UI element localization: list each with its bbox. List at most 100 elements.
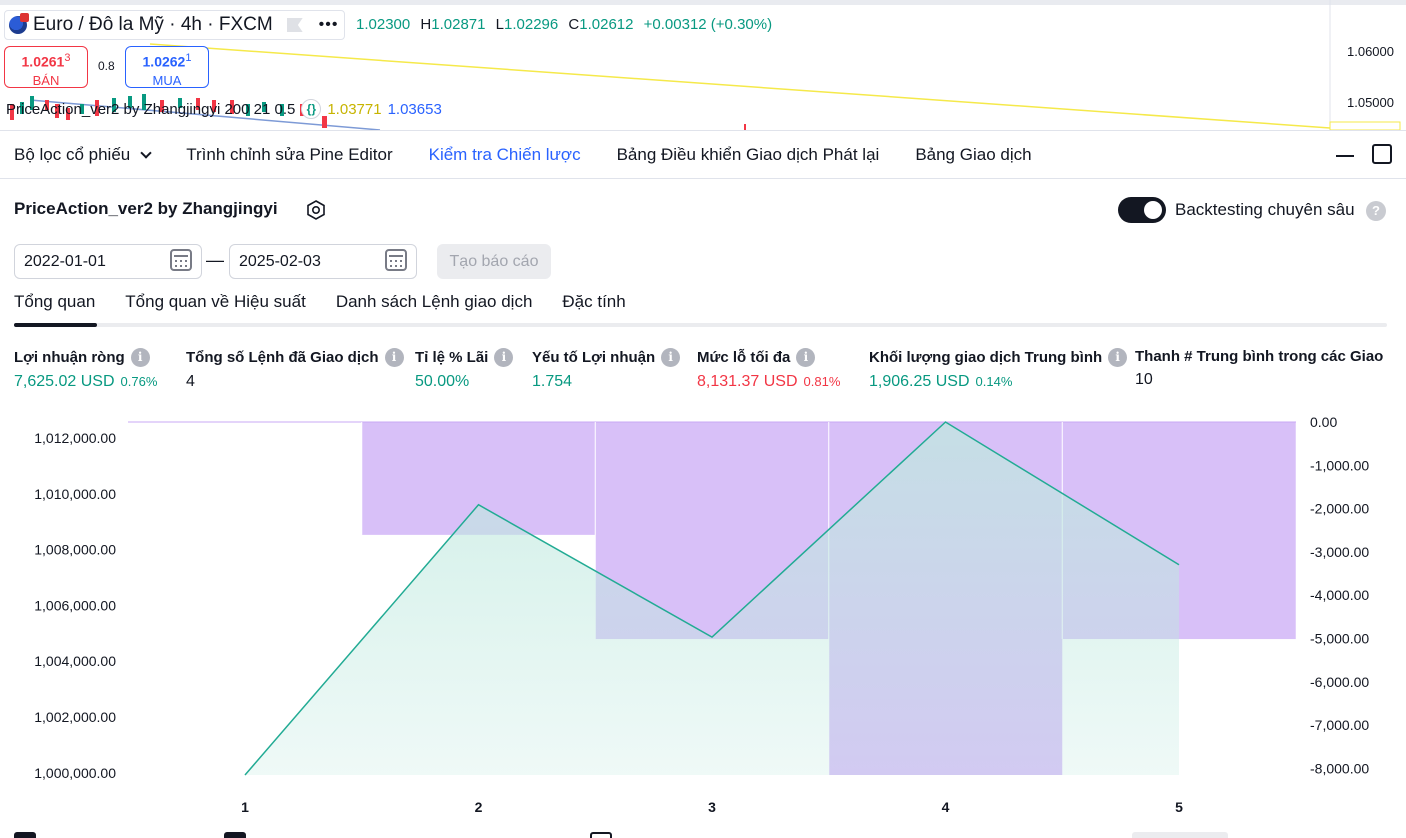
- metric-value: 1.754: [532, 373, 573, 390]
- tab-replay-trading-panel[interactable]: Bảng Điều khiển Giao dịch Phát lại: [617, 145, 880, 165]
- sell-price-pip: 3: [64, 52, 71, 64]
- metric-avg-trade: Khối lượng giao dịch Trung bình i 1,906.2…: [869, 348, 1128, 391]
- source-code-icon[interactable]: {}: [301, 99, 322, 119]
- tab-trading-panel[interactable]: Bảng Giao dịch: [915, 145, 1031, 165]
- top-border: [0, 0, 1406, 5]
- mini-chart-svg: [10, 0, 1401, 130]
- tab-stock-screener[interactable]: Bộ lọc cổ phiếu: [14, 144, 152, 165]
- x-axis-tick: 3: [708, 799, 716, 815]
- settings-icon[interactable]: [305, 199, 327, 221]
- tab-label: Bảng Điều khiển Giao dịch Phát lại: [616, 144, 880, 164]
- legend-button[interactable]: [1132, 832, 1228, 838]
- spread-value: 0.8: [98, 59, 115, 73]
- left-axis-tick: 1,012,000.00: [34, 430, 116, 446]
- chevron-down-icon[interactable]: [140, 146, 152, 159]
- change-value: +0.00312 (+0.30%): [643, 16, 773, 33]
- sell-button[interactable]: 1.02613 BÁN: [4, 46, 88, 88]
- tab-strategy-tester[interactable]: Kiểm tra Chiến lược: [429, 145, 581, 165]
- tab-label: Bộ lọc cổ phiếu: [14, 144, 131, 164]
- indicator-legend[interactable]: PriceAction_ver2 by Zhangjingyi 200 21 0…: [6, 99, 442, 119]
- end-date-input[interactable]: [229, 244, 417, 279]
- metric-label: Mức lỗ tối đa: [697, 349, 791, 366]
- subtab-track: [14, 323, 1387, 327]
- left-axis-tick: 1,010,000.00: [34, 486, 116, 502]
- more-options-icon[interactable]: •••: [318, 16, 339, 33]
- metric-net-profit: Lợi nhuận ròng i 7,625.02 USD 0.76%: [14, 348, 157, 391]
- subtab-properties[interactable]: Đặc tính: [562, 292, 626, 311]
- open-value: 1.02300: [356, 16, 411, 33]
- high-value: 1.02871: [431, 16, 486, 33]
- right-axis-tick: -1,000.00: [1310, 457, 1369, 473]
- buy-button[interactable]: 1.02621 MUA: [125, 46, 209, 88]
- left-axis-tick: 1,000,000.00: [34, 765, 116, 781]
- price-axis-label: 1.06000: [1347, 44, 1394, 59]
- sell-label: BÁN: [32, 72, 60, 88]
- subtab-active-indicator: [14, 323, 97, 327]
- info-icon[interactable]: i: [494, 348, 514, 367]
- x-axis-tick: 2: [475, 799, 483, 815]
- calendar-icon[interactable]: [170, 249, 192, 271]
- equity-series: [244, 421, 1180, 776]
- metrics-row: Lợi nhuận ròng i 7,625.02 USD 0.76% Tổng s…: [14, 348, 1387, 398]
- legend-checkbox[interactable]: [14, 832, 36, 838]
- info-icon[interactable]: i: [796, 348, 816, 367]
- metric-percent: 0.81%: [803, 374, 841, 389]
- buy-price-pip: 1: [185, 52, 192, 64]
- low-value: 1.02296: [504, 16, 559, 33]
- minimize-icon[interactable]: [1336, 155, 1354, 157]
- axis-price-marker: [1329, 121, 1401, 130]
- right-axis-tick: -8,000.00: [1310, 760, 1369, 776]
- tab-label: Bảng Giao dịch: [915, 144, 1032, 164]
- metric-total-trades: Tổng số Lệnh đã Giao dịch i 4: [186, 348, 404, 391]
- deep-backtest-toggle[interactable]: [1118, 197, 1166, 223]
- left-axis-tick: 1,004,000.00: [34, 653, 116, 669]
- equity-area: [245, 422, 1179, 775]
- info-icon[interactable]: i: [384, 348, 404, 367]
- maximize-icon[interactable]: [1372, 144, 1392, 164]
- high-label: H: [420, 16, 432, 33]
- right-axis-tick: -2,000.00: [1310, 501, 1369, 517]
- metric-value: 50.00%: [415, 373, 470, 390]
- tab-pine-editor[interactable]: Trình chỉnh sửa Pine Editor: [186, 145, 392, 165]
- ohlc-readout: 1.02300 H1.02871 L1.02296 C1.02612 +0.00…: [356, 16, 772, 33]
- info-icon[interactable]: i: [130, 348, 150, 367]
- info-icon[interactable]: i: [661, 348, 681, 367]
- left-axis-tick: 1,008,000.00: [34, 542, 116, 558]
- metric-percent: 0.76%: [120, 374, 158, 389]
- left-axis-tick: 1,002,000.00: [34, 709, 116, 725]
- subtab-performance-summary[interactable]: Tổng quan về Hiệu suất: [125, 292, 306, 311]
- metric-value: 7,625.02 USD: [14, 373, 115, 390]
- subtab-list-of-trades[interactable]: Danh sách Lệnh giao dịch: [335, 292, 533, 311]
- help-icon[interactable]: ?: [1366, 201, 1386, 221]
- metric-label: Tổng số Lệnh đã Giao dịch: [186, 349, 379, 366]
- deep-backtest-label: Backtesting chuyên sâu: [1175, 200, 1355, 219]
- flag-icon[interactable]: [286, 18, 303, 32]
- metric-avg-bars-in-trades: Thanh # Trung bình trong các Giao d 10: [1135, 348, 1387, 389]
- tab-label: Kiểm tra Chiến lược: [428, 144, 581, 164]
- legend-checkbox[interactable]: [224, 832, 246, 838]
- close-value: 1.02612: [579, 16, 634, 33]
- right-axis-tick: -3,000.00: [1310, 544, 1369, 560]
- sell-price: 1.0261: [21, 53, 65, 70]
- subtab-overview[interactable]: Tổng quan: [14, 292, 96, 311]
- buy-price: 1.0262: [142, 53, 186, 70]
- equity-chart[interactable]: 1,012,000.00 1,010,000.00 1,008,000.00 1,00…: [0, 410, 1406, 820]
- generate-report-button[interactable]: Tạo báo cáo: [437, 244, 551, 279]
- symbol-title[interactable]: Euro / Đô la Mỹ · 4h · FXCM: [33, 14, 273, 35]
- indicator-name[interactable]: PriceAction_ver2 by Zhangjingyi 200 21 0…: [6, 100, 296, 118]
- metric-label: Tỉ lệ % Lãi: [415, 349, 489, 366]
- legend-checkbox[interactable]: [590, 832, 612, 838]
- metric-max-drawdown: Mức lỗ tối đa i 8,131.37 USD 0.81%: [697, 348, 840, 391]
- info-icon[interactable]: i: [1108, 348, 1128, 367]
- indicator-value-2: 1.03653: [387, 100, 442, 118]
- mini-price-chart[interactable]: Euro / Đô la Mỹ · 4h · FXCM ••• 1.02300 …: [0, 0, 1406, 130]
- right-axis: 0.00 -1,000.00 -2,000.00 -3,000.00 -4,000.00…: [1310, 414, 1369, 776]
- metric-value: 4: [186, 373, 195, 390]
- metric-value: 10: [1135, 371, 1153, 388]
- calendar-icon[interactable]: [385, 249, 407, 271]
- x-axis-tick: 5: [1175, 799, 1183, 815]
- x-axis-tick: 1: [241, 799, 249, 815]
- symbol-header[interactable]: Euro / Đô la Mỹ · 4h · FXCM •••: [4, 10, 346, 40]
- right-axis-tick: 0.00: [1310, 414, 1337, 430]
- metric-value: 1,906.25 USD: [869, 373, 970, 390]
